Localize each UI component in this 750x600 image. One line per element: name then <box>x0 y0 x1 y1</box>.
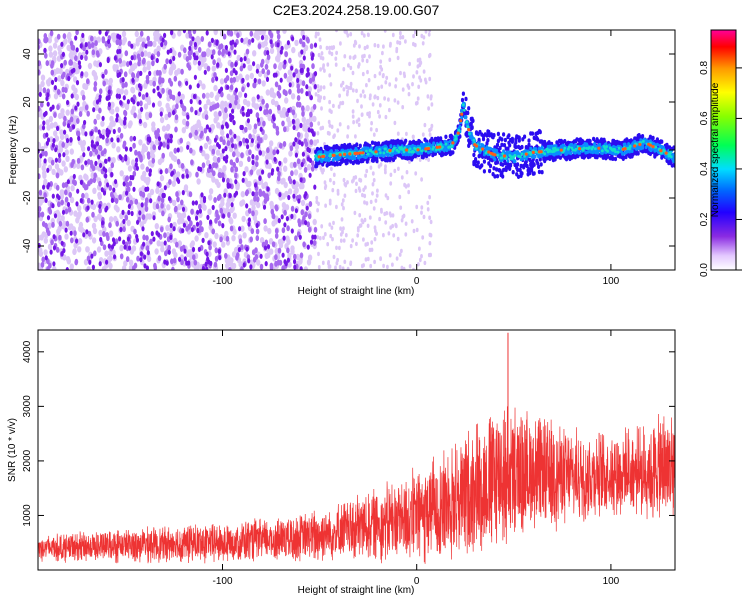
spectrogram-ytick-label: 20 <box>22 96 33 108</box>
spectrogram-xlabel: Height of straight line (km) <box>298 286 415 297</box>
snr-xlabel: Height of straight line (km) <box>298 585 415 596</box>
snr-panel: -100 0 100 1000 2000 3000 4000 Height of strai… <box>7 329 676 596</box>
snr-ytick-label: 4000 <box>22 340 33 363</box>
snr-ylabel: SNR (10 * v/v) <box>7 418 18 482</box>
snr-series <box>38 332 675 564</box>
spectrogram-ytick-label: 40 <box>22 48 33 60</box>
spectrogram-xtick-label: 0 <box>414 276 420 287</box>
snr-xtick-label: 100 <box>603 576 620 587</box>
figure-title: C2E3.2024.258.19.00.G07 <box>273 2 440 18</box>
spectrogram-ytick-label: -40 <box>22 238 33 253</box>
spectrogram-xtick-label: 100 <box>603 276 620 287</box>
spectrogram-noise-mid <box>38 30 318 270</box>
snr-line <box>38 406 675 564</box>
colorbar-gradient <box>710 29 737 271</box>
spectrogram-ytick-label: 0 <box>22 147 33 153</box>
snr-ticks: -100 0 100 1000 2000 3000 4000 <box>22 330 675 587</box>
spectrogram-ytick-label: -20 <box>22 190 33 205</box>
spectrogram-ticks: -100 0 100 -40 -20 0 20 40 <box>22 30 675 287</box>
snr-ytick-label: 2000 <box>22 449 33 472</box>
spectrogram-xtick-label: -100 <box>212 276 232 287</box>
spectrogram-ylabel: Frequency (Hz) <box>8 116 19 185</box>
snr-ytick-label: 1000 <box>22 504 33 527</box>
snr-ytick-label: 3000 <box>22 395 33 418</box>
colorbar-ticks: 0.0 0.2 0.4 0.6 0.8 <box>699 61 742 277</box>
colorbar-tick-label: 0.8 <box>699 61 710 75</box>
spectrogram-panel: -100 0 100 -40 -20 0 20 40 Height of straight l… <box>8 29 676 297</box>
colorbar-tick-label: 0.2 <box>699 212 710 226</box>
snr-xtick-label: -100 <box>212 576 232 587</box>
spectrogram-noise-dark <box>38 30 318 270</box>
snr-xtick-label: 0 <box>414 576 420 587</box>
colorbar-tick-label: 0.0 <box>699 263 710 277</box>
colorbar-tick-label: 0.6 <box>699 111 710 125</box>
spectrogram-noise-light <box>38 30 434 270</box>
colorbar-label: Normalized spectral amplitude <box>710 82 721 217</box>
snr-frame <box>37 329 676 571</box>
colorbar: 0.0 0.2 0.4 0.6 0.8 Normalized spectral ampl… <box>699 29 742 277</box>
colorbar-tick-label: 0.4 <box>699 162 710 176</box>
spectrogram-ridge-outer <box>314 91 675 180</box>
spectrogram-heatmap <box>38 30 675 270</box>
